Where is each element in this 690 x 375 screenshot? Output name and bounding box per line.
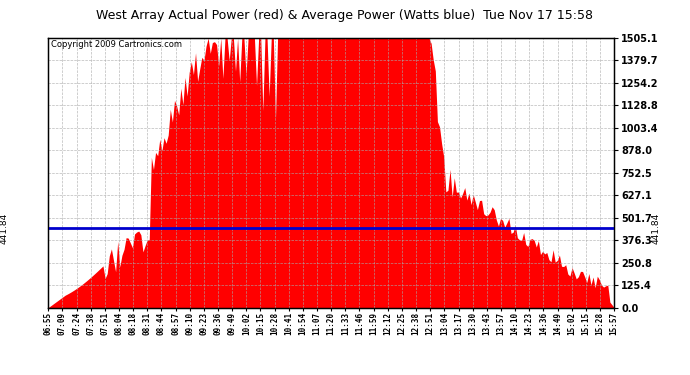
Text: Copyright 2009 Cartronics.com: Copyright 2009 Cartronics.com	[51, 40, 182, 49]
Text: West Array Actual Power (red) & Average Power (Watts blue)  Tue Nov 17 15:58: West Array Actual Power (red) & Average …	[97, 9, 593, 22]
Text: 441.84: 441.84	[0, 213, 8, 244]
Text: 441.84: 441.84	[651, 213, 660, 244]
